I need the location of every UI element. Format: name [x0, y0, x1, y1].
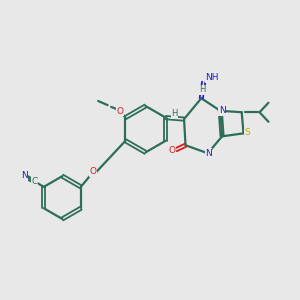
- Text: N: N: [219, 106, 226, 115]
- Text: O: O: [90, 167, 97, 176]
- Text: N: N: [21, 171, 28, 180]
- Text: N: N: [205, 149, 212, 158]
- Text: H: H: [171, 109, 177, 118]
- Text: S: S: [245, 128, 250, 137]
- Text: NH: NH: [205, 73, 219, 82]
- Text: H: H: [200, 85, 206, 94]
- Text: O: O: [117, 106, 124, 116]
- Text: O: O: [169, 146, 176, 155]
- Text: C: C: [32, 177, 38, 186]
